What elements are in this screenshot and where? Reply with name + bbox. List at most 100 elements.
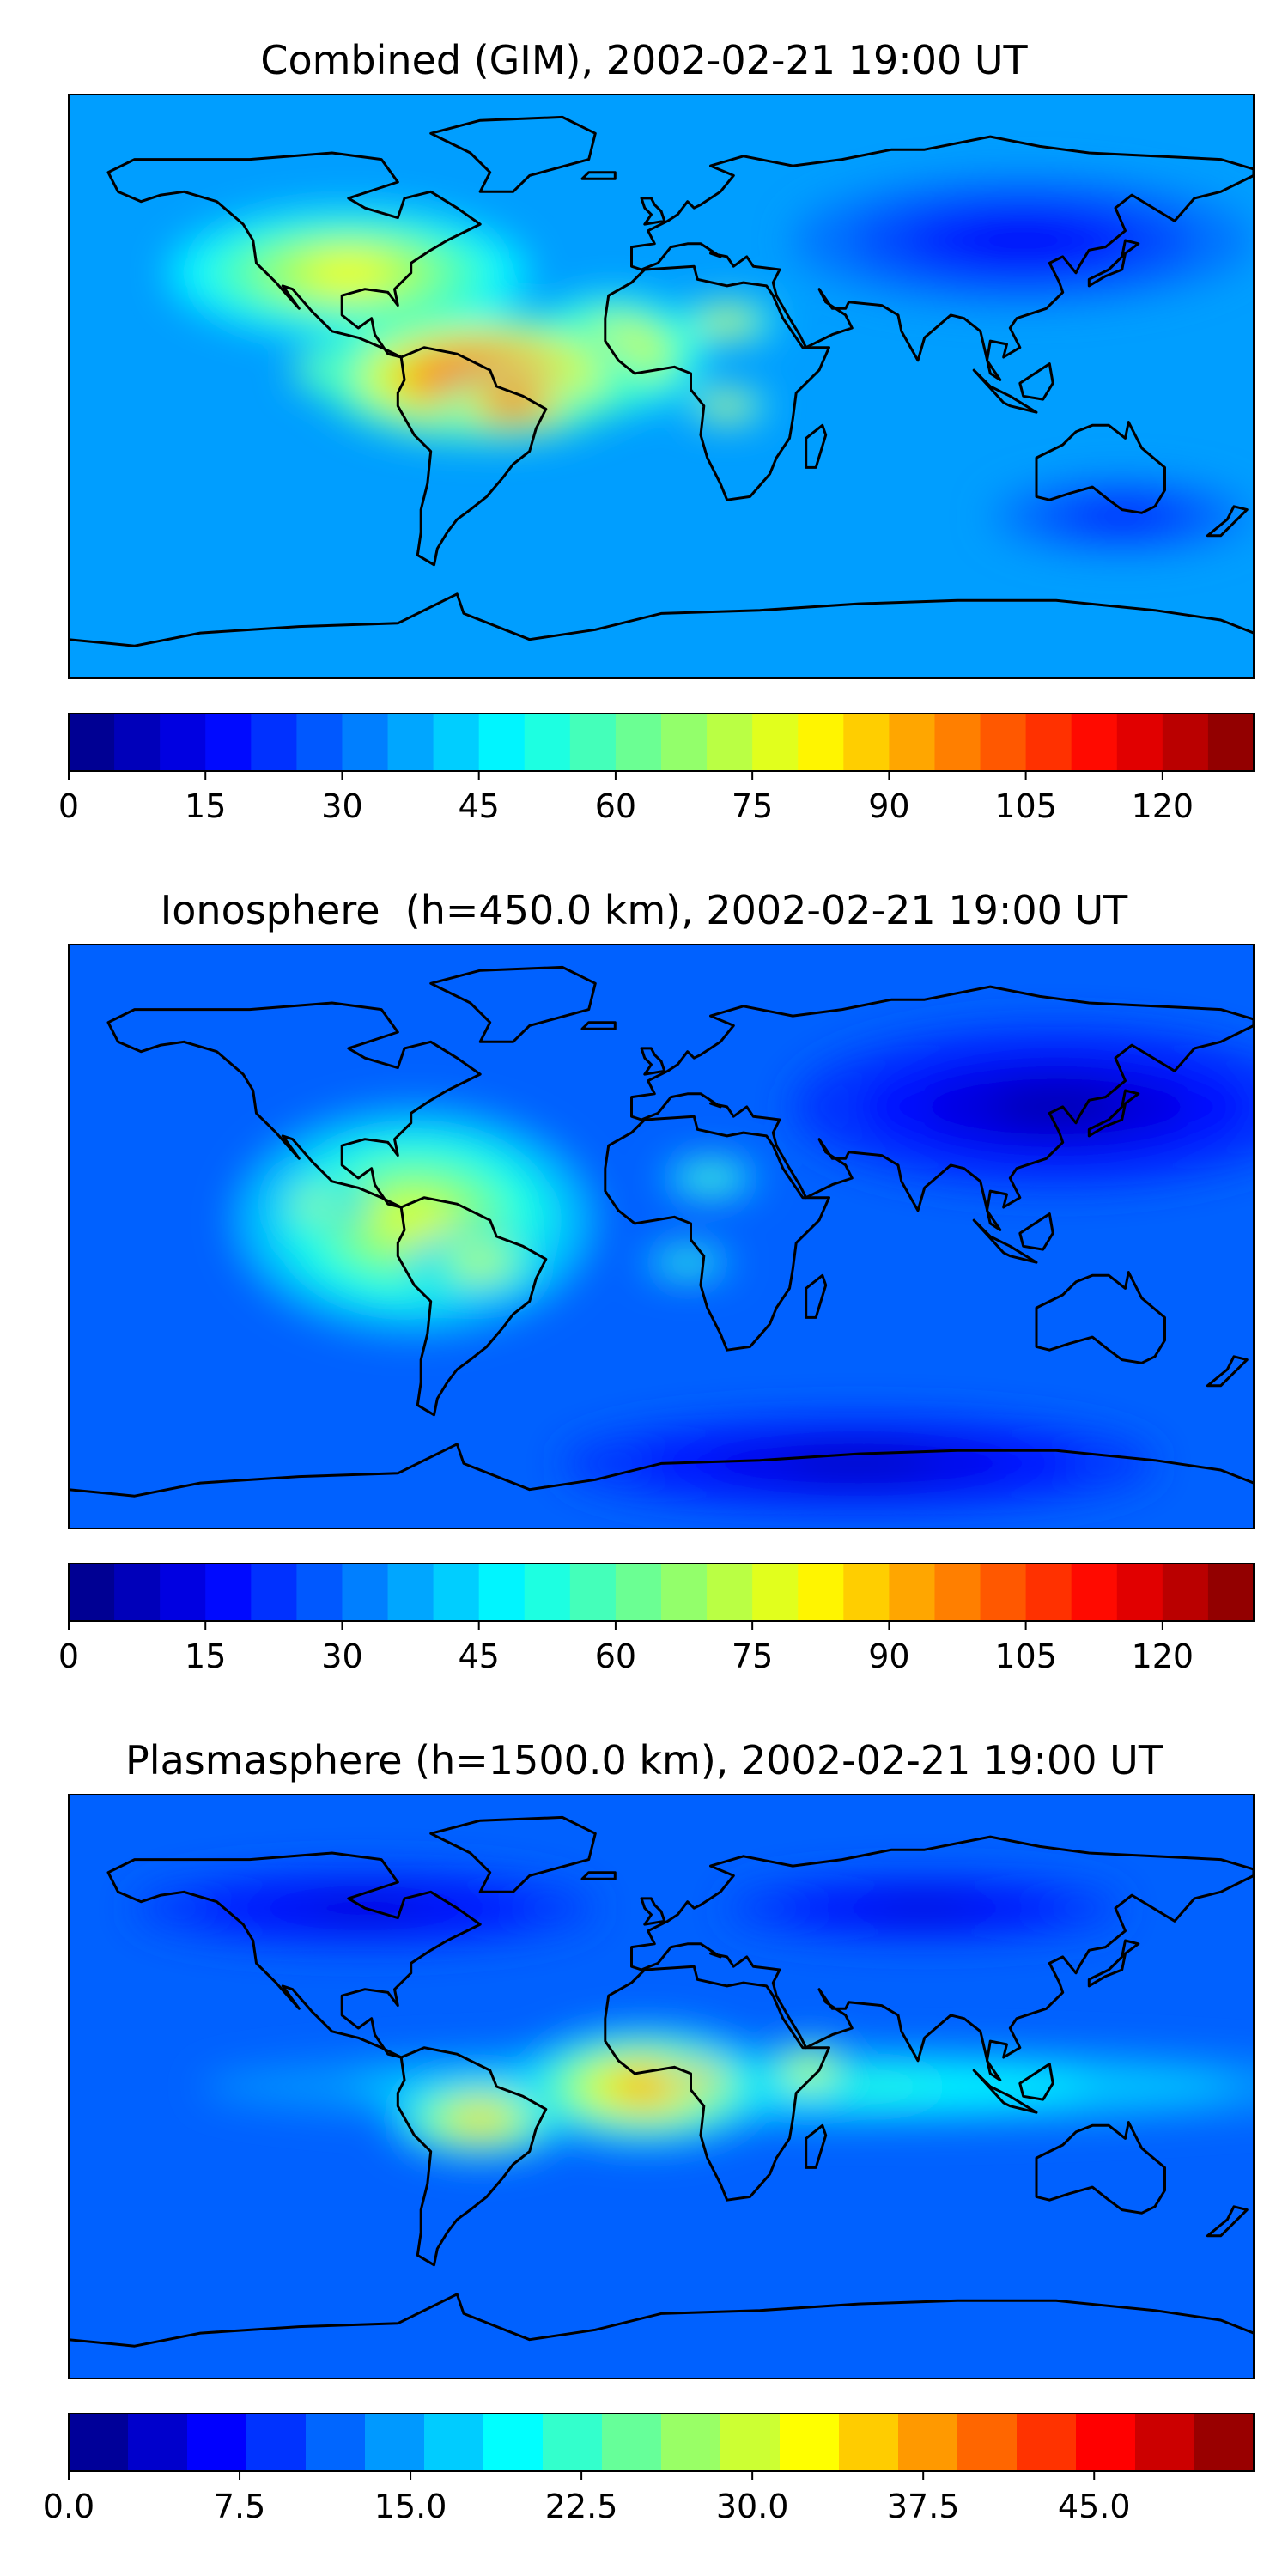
coastline-south-america — [396, 2046, 548, 2267]
colorbar-swatch — [524, 1563, 571, 1621]
coastline-great-britain — [640, 1047, 666, 1076]
colorbar-swatch — [1025, 713, 1072, 771]
colorbar-swatch — [306, 2413, 366, 2471]
coastline-australia — [1035, 2121, 1166, 2215]
coastline-new-zealand — [1206, 2205, 1249, 2238]
coastline-north-america — [106, 1001, 482, 1209]
colorbar-swatch — [433, 1563, 480, 1621]
colorbar-swatch — [114, 1563, 161, 1621]
coastline-indonesia — [972, 2069, 1038, 2114]
colorbar-swatch — [1162, 1563, 1209, 1621]
colorbar-swatch — [128, 2413, 188, 2471]
colorbar-swatch — [889, 713, 936, 771]
colorbar-frame — [68, 2413, 1255, 2472]
colorbar-tick-label: 60 — [595, 787, 636, 824]
colorbar-tick-label: 0 — [58, 787, 79, 824]
map-frame — [68, 1794, 1255, 2379]
colorbar-swatch — [524, 713, 571, 771]
colorbar-tick-label: 0 — [58, 1637, 79, 1674]
colorbar-swatch — [1017, 2413, 1077, 2471]
colorbar-swatch — [433, 713, 480, 771]
colorbar-swatch — [365, 2413, 425, 2471]
colorbar-tick-label: 45 — [459, 787, 500, 824]
colorbar-tick-label: 75 — [732, 787, 773, 824]
panel-title: Ionosphere (h=450.0 km), 2002-02-21 19:0… — [160, 887, 1128, 933]
colorbar-tick-label: 105 — [994, 1637, 1057, 1674]
colorbar-swatch — [478, 1563, 526, 1621]
colorbar-swatch — [569, 1563, 617, 1621]
colorbar-swatch — [752, 1563, 799, 1621]
colorbar-frame — [68, 713, 1255, 772]
coastline-borneo — [1018, 362, 1054, 401]
colorbar-swatch — [205, 1563, 252, 1621]
colorbar-swatch — [342, 713, 389, 771]
colorbar-swatch — [1207, 1563, 1255, 1621]
coastline-madagascar — [805, 2123, 828, 2169]
coastline-greenland — [429, 965, 597, 1043]
coastline-greenland — [429, 115, 597, 193]
colorbar-swatch — [69, 713, 115, 771]
colorbar-swatch — [798, 713, 844, 771]
field-south-america — [462, 1254, 499, 1271]
coastline-north-america — [106, 1851, 482, 2059]
coastline-japan — [1087, 1089, 1140, 1138]
panel-plasmasphere: Plasmasphere (h=1500.0 km), 2002-02-21 1… — [0, 1717, 1288, 2576]
colorbar-swatch — [478, 713, 526, 771]
map-frame — [68, 94, 1255, 679]
coastline-great-britain — [640, 197, 666, 226]
field-high-east — [495, 394, 532, 411]
colorbar-tick-label: 7.5 — [214, 2488, 265, 2524]
colorbar-swatch — [251, 713, 297, 771]
colorbar-swatch — [798, 1563, 844, 1621]
field-caribbean — [303, 1198, 328, 1210]
field-asia-low — [875, 1899, 975, 1917]
colorbar-swatch — [980, 1563, 1027, 1621]
colorbar-swatch — [661, 2413, 721, 2471]
coastline-madagascar — [805, 1273, 828, 1319]
panel-combined: Combined (GIM), 2002-02-21 19:00 UT 0 15 3… — [0, 0, 1288, 859]
coastline-japan — [1087, 1939, 1140, 1988]
colorbar-tick-label: 15 — [185, 1637, 226, 1674]
colorbar-frame — [68, 1563, 1255, 1622]
colorbar-swatch — [889, 1563, 936, 1621]
coastline-indonesia — [972, 368, 1038, 414]
map-field — [69, 94, 1254, 678]
coastline-greenland — [429, 1815, 597, 1893]
colorbar-swatch — [661, 713, 708, 771]
colorbar-swatch — [114, 713, 161, 771]
colorbar-swatch — [296, 713, 343, 771]
field-south-america — [457, 2109, 504, 2129]
colorbar-tick-label: 0.0 — [43, 2488, 94, 2524]
colorbar-swatch — [843, 713, 890, 771]
colorbar-swatch — [569, 713, 617, 771]
map-frame — [68, 944, 1255, 1529]
colorbar-swatch — [1207, 713, 1255, 771]
colorbar-tick-label: 37.5 — [887, 2488, 960, 2524]
coastline-africa — [604, 1965, 830, 2202]
colorbar-tick-label: 45.0 — [1058, 2488, 1131, 2524]
map-plasmasphere — [68, 1794, 1255, 2379]
coastline-iceland — [580, 1871, 617, 1880]
colorbar-swatch — [342, 1563, 389, 1621]
colorbar-swatch — [707, 1563, 753, 1621]
field-africa-high — [693, 2072, 708, 2082]
coastline-australia — [1035, 421, 1166, 514]
colorbar-swatch — [387, 1563, 434, 1621]
colorbar-swatch — [296, 1563, 343, 1621]
coastline-great-britain — [640, 1897, 666, 1926]
map-field — [69, 945, 1254, 1528]
colorbar-swatch — [615, 1563, 662, 1621]
colorbar-swatch — [1071, 713, 1118, 771]
coastline-japan — [1087, 239, 1140, 288]
colorbar-swatch — [160, 713, 206, 771]
colorbar-swatch — [424, 2413, 484, 2471]
coastline-new-zealand — [1206, 505, 1249, 538]
colorbar-swatch — [843, 1563, 890, 1621]
colorbar-swatch — [1116, 713, 1163, 771]
colorbar-swatch — [1135, 2413, 1195, 2471]
colorbar-swatch — [160, 1563, 206, 1621]
colorbar-tick-label: 120 — [1132, 787, 1194, 824]
field-north-america — [303, 256, 394, 289]
field-africa-north — [714, 316, 740, 327]
colorbar-swatch — [615, 713, 662, 771]
